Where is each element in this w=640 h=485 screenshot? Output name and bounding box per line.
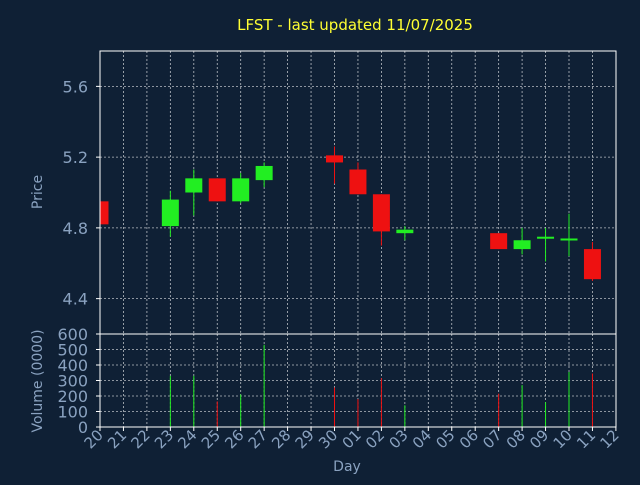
candle-body bbox=[232, 178, 250, 202]
volume-tick-label: 200 bbox=[57, 387, 88, 406]
price-tick-label: 4.8 bbox=[63, 219, 88, 238]
x-tick-label: 07 bbox=[479, 426, 505, 452]
volume-tick-label: 400 bbox=[57, 356, 88, 375]
volume-tick-label: 300 bbox=[57, 372, 88, 391]
x-tick-label: 24 bbox=[174, 426, 200, 452]
candle-body bbox=[560, 238, 578, 241]
x-tick-label: 30 bbox=[315, 426, 341, 452]
volume-tick-label: 100 bbox=[57, 403, 88, 422]
price-tick-label: 4.4 bbox=[63, 290, 88, 309]
price-tick-label: 5.2 bbox=[63, 148, 88, 167]
x-tick-label: 08 bbox=[503, 426, 529, 452]
price-tick-label: 5.6 bbox=[63, 77, 88, 96]
candle-body bbox=[185, 178, 203, 193]
x-tick-label: 28 bbox=[268, 426, 294, 452]
volume-tick-label: 600 bbox=[57, 325, 88, 344]
volume-tick-label: 500 bbox=[57, 341, 88, 360]
volume-bars-layer bbox=[169, 344, 593, 427]
x-tick-label: 12 bbox=[596, 426, 622, 452]
x-tick-label: 05 bbox=[432, 426, 458, 452]
price-axis-label: Price bbox=[30, 175, 46, 209]
candle-body bbox=[208, 178, 226, 202]
candle-body bbox=[583, 249, 601, 280]
candle-body bbox=[255, 165, 273, 181]
x-tick-label: 23 bbox=[151, 426, 177, 452]
x-tick-label: 11 bbox=[573, 426, 599, 452]
candle-body bbox=[372, 194, 390, 232]
candle-body bbox=[490, 233, 508, 250]
volume-axis-label: Volume (0000) bbox=[30, 329, 46, 432]
x-tick-label: 04 bbox=[409, 426, 435, 452]
x-tick-label: 22 bbox=[127, 426, 153, 452]
candles-layer bbox=[99, 146, 601, 281]
candle-body bbox=[537, 236, 555, 239]
x-tick-label: 25 bbox=[198, 426, 224, 452]
candle-body bbox=[513, 240, 531, 250]
x-tick-labels: 2021222324252627282930010203040506070809… bbox=[81, 426, 623, 452]
volume-tick-label: 0 bbox=[78, 418, 88, 437]
x-tick-label: 10 bbox=[550, 426, 576, 452]
x-tick-label: 21 bbox=[104, 426, 130, 452]
candle-body bbox=[100, 201, 109, 225]
chart-title: LFST - last updated 11/07/2025 bbox=[237, 16, 473, 34]
candle-body bbox=[349, 169, 367, 195]
candle-body bbox=[326, 155, 343, 163]
candle-body bbox=[396, 229, 414, 234]
grid-layer bbox=[100, 51, 616, 427]
candle-body bbox=[161, 199, 179, 227]
x-tick-label: 03 bbox=[385, 426, 411, 452]
x-tick-label: 01 bbox=[339, 426, 365, 452]
x-tick-label: 06 bbox=[456, 426, 482, 452]
x-tick-label: 26 bbox=[221, 426, 247, 452]
x-axis-label: Day bbox=[333, 459, 361, 475]
x-tick-label: 09 bbox=[526, 426, 552, 452]
x-tick-label: 02 bbox=[362, 426, 388, 452]
x-tick-label: 27 bbox=[245, 426, 271, 452]
x-tick-label: 29 bbox=[292, 426, 318, 452]
